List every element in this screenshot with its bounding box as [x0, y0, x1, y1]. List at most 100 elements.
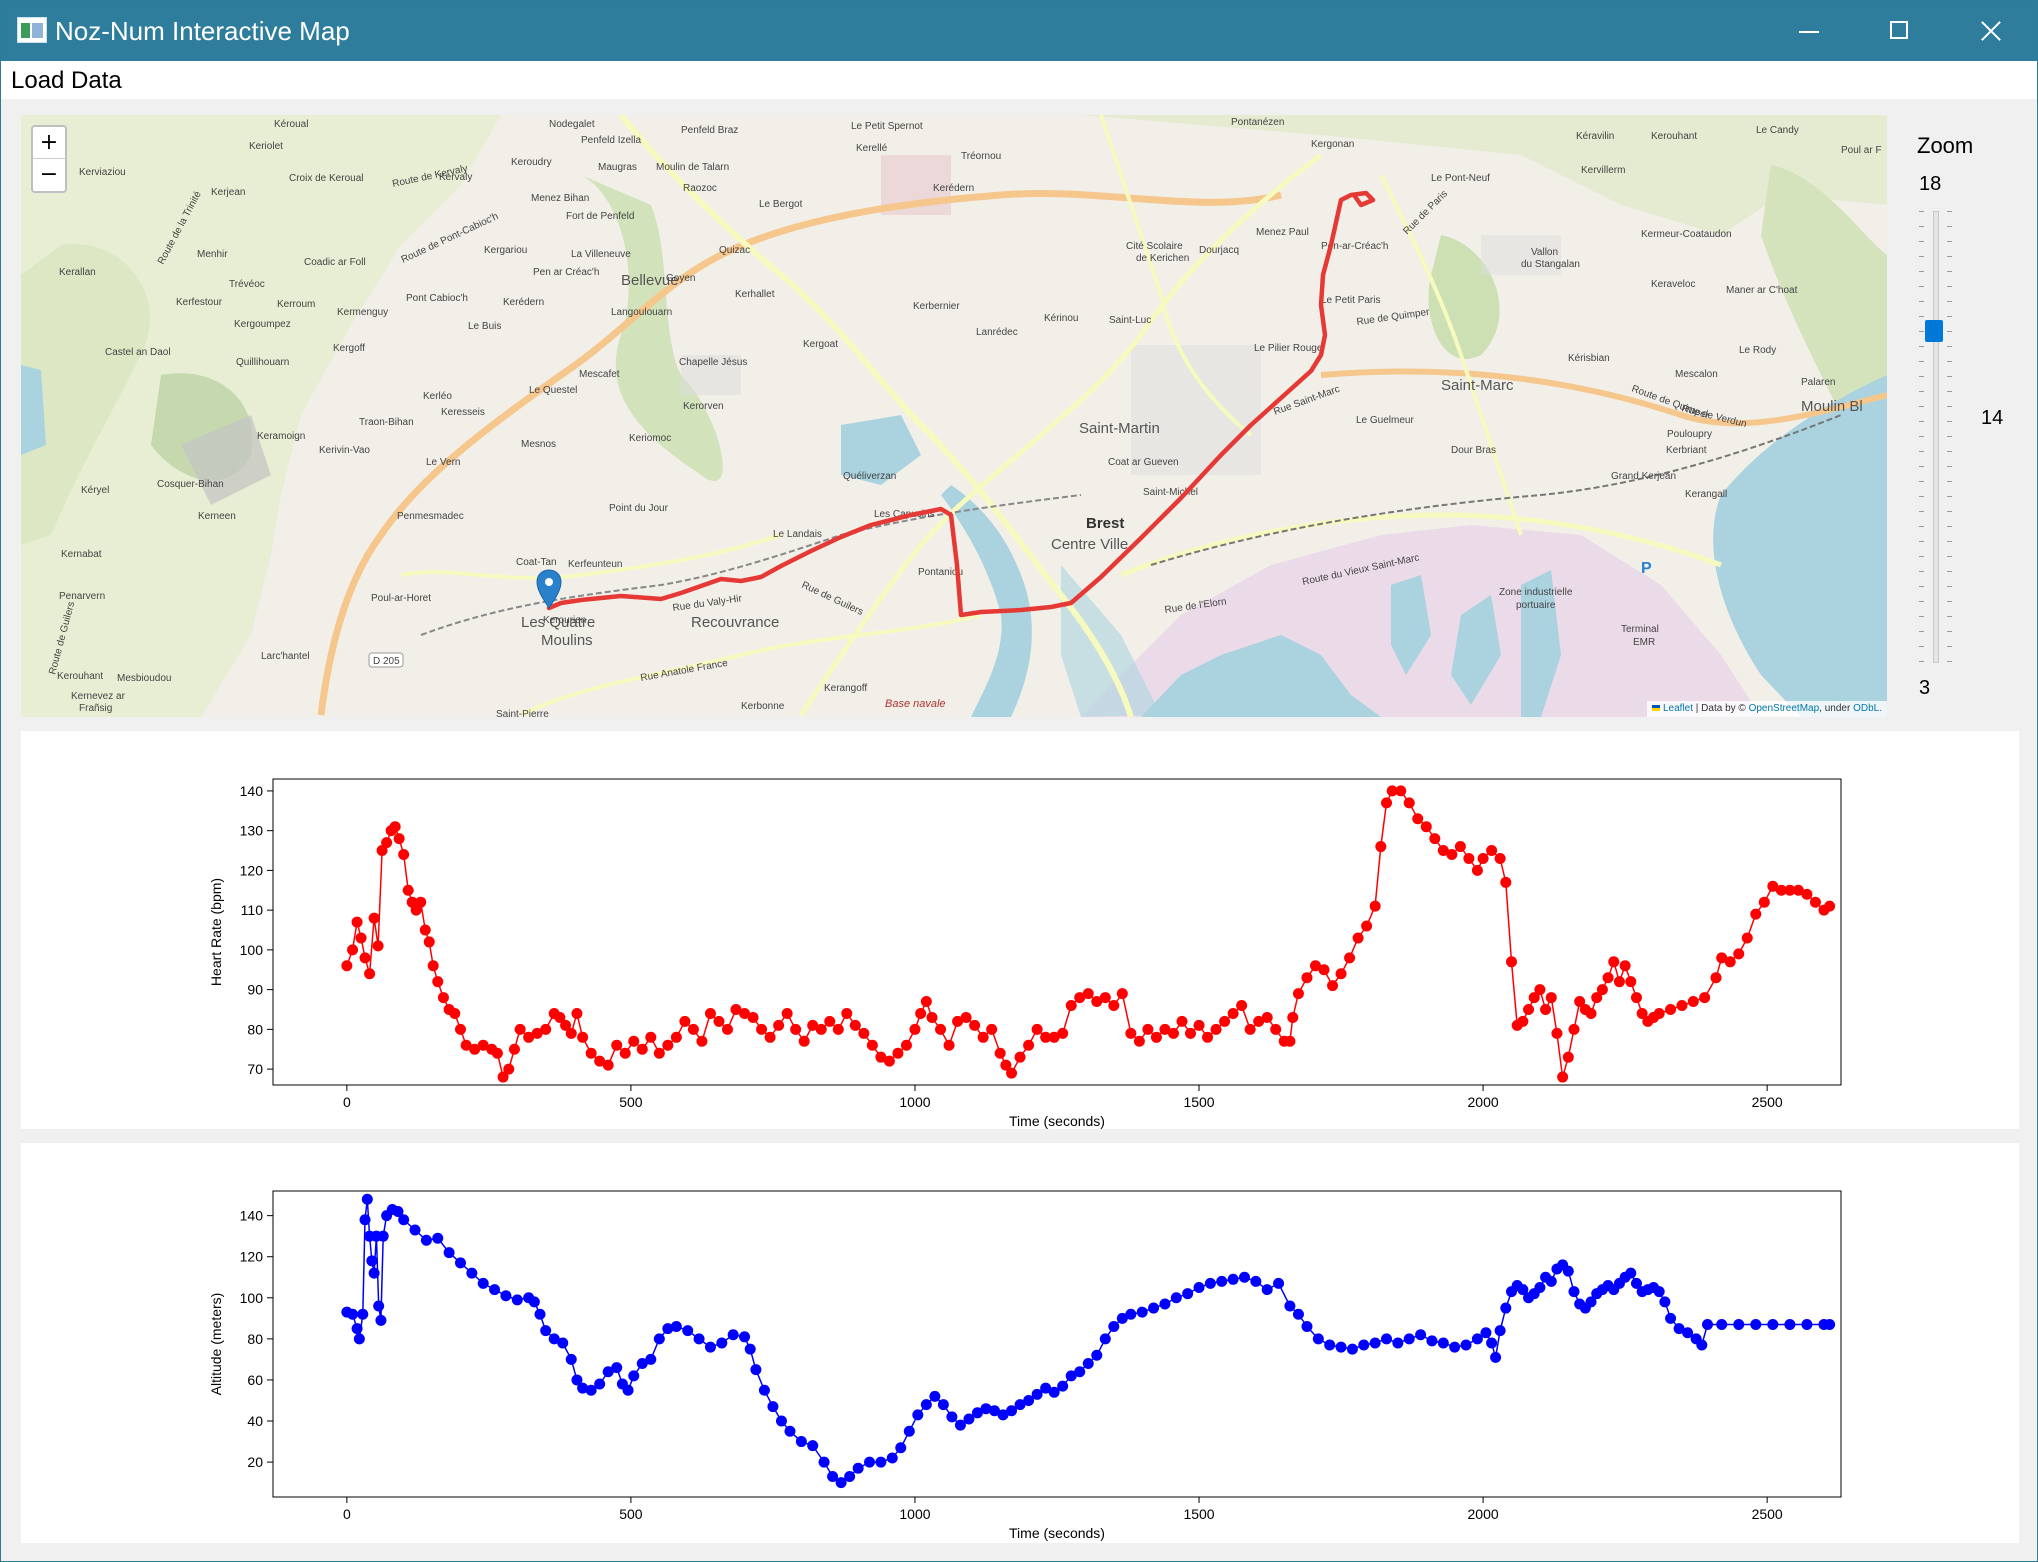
- heart-rate-data-point: [841, 1007, 853, 1019]
- heart-rate-data-point: [1429, 833, 1441, 845]
- svg-text:Le Bergot: Le Bergot: [759, 199, 803, 210]
- zoom-out-button[interactable]: −: [39, 162, 59, 187]
- heart-rate-y-tick-label: 70: [247, 1061, 263, 1077]
- heart-rate-data-point: [969, 1019, 981, 1031]
- app-map-icon: [17, 17, 47, 43]
- zoom-tick: [1919, 601, 1924, 602]
- heart-rate-y-tick-label: 80: [247, 1021, 263, 1037]
- zoom-tick: [1919, 496, 1924, 497]
- zoom-tick: [1947, 631, 1952, 632]
- svg-text:Kérinou: Kérinou: [1044, 313, 1078, 324]
- heart-rate-x-tick-label: 1000: [899, 1094, 930, 1110]
- altitude-data-point: [571, 1374, 583, 1386]
- heart-rate-data-point: [915, 1007, 927, 1019]
- svg-text:Le Candy: Le Candy: [1756, 125, 1799, 136]
- title-bar[interactable]: Noz-Num Interactive Map: [1, 1, 2037, 61]
- svg-text:P: P: [1641, 560, 1652, 577]
- heart-rate-data-point: [943, 1039, 955, 1051]
- altitude-data-point: [1682, 1327, 1694, 1339]
- svg-text:Nodegalet: Nodegalet: [549, 119, 595, 130]
- start-location-marker-icon[interactable]: [536, 569, 562, 609]
- altitude-data-point: [929, 1390, 941, 1402]
- gps-track-line: [546, 190, 1376, 618]
- zoom-in-button[interactable]: +: [33, 127, 65, 159]
- zoom-slider-handle[interactable]: [1925, 320, 1943, 342]
- altitude-data-point: [716, 1337, 728, 1349]
- heart-rate-data-point: [1082, 988, 1094, 1000]
- zoom-tick: [1947, 256, 1952, 257]
- heart-rate-data-point: [1710, 972, 1722, 984]
- heart-rate-data-point: [875, 1051, 887, 1063]
- svg-text:Mesnos: Mesnos: [521, 439, 556, 450]
- zoom-min-label: 3: [1919, 677, 1931, 699]
- minimize-button[interactable]: [1763, 1, 1855, 61]
- altitude-data-point: [1494, 1325, 1506, 1337]
- load-data-menu-item[interactable]: Load Data: [11, 67, 122, 94]
- altitude-data-point: [540, 1325, 552, 1337]
- heart-rate-data-point: [341, 960, 353, 972]
- maximize-button[interactable]: [1853, 1, 1945, 61]
- zoom-tick: [1947, 391, 1952, 392]
- heart-rate-data-point: [1517, 1015, 1529, 1027]
- odbl-link[interactable]: ODbL.: [1853, 703, 1882, 714]
- zoom-tick: [1947, 661, 1952, 662]
- zoom-tick: [1919, 616, 1924, 617]
- zoom-tick: [1947, 316, 1952, 317]
- zoom-slider-track[interactable]: [1933, 211, 1939, 663]
- heart-rate-data-point: [952, 1015, 964, 1027]
- heart-rate-data-point: [920, 996, 932, 1008]
- heart-rate-data-point: [1301, 972, 1313, 984]
- heart-rate-data-point: [721, 1023, 733, 1035]
- svg-text:Kergariou: Kergariou: [484, 245, 527, 256]
- altitude-data-point: [1031, 1388, 1043, 1400]
- leaflet-link[interactable]: Leaflet: [1662, 703, 1694, 714]
- altitude-data-point: [1480, 1327, 1492, 1339]
- svg-text:Mesbioudou: Mesbioudou: [117, 673, 171, 684]
- zoom-tick: [1947, 526, 1952, 527]
- altitude-data-point: [534, 1308, 546, 1320]
- altitude-y-tick-label: 20: [247, 1454, 263, 1470]
- heart-rate-data-point: [909, 1023, 921, 1035]
- heart-rate-data-point: [1792, 884, 1804, 896]
- heart-rate-data-point: [815, 1023, 827, 1035]
- svg-text:Keriolet: Keriolet: [249, 141, 283, 152]
- openstreetmap-link[interactable]: OpenStreetMap: [1748, 703, 1820, 714]
- altitude-data-point: [653, 1333, 665, 1345]
- svg-text:Dour Bras: Dour Bras: [1451, 445, 1496, 456]
- heart-rate-data-point: [1545, 992, 1557, 1004]
- altitude-data-point: [1125, 1308, 1137, 1320]
- heart-rate-data-point: [1775, 884, 1787, 896]
- svg-text:Cité Scolaire: Cité Scolaire: [1126, 241, 1183, 252]
- altitude-x-tick-label: 0: [343, 1506, 351, 1522]
- heart-rate-data-point: [602, 1059, 614, 1071]
- altitude-data-point: [1116, 1312, 1128, 1324]
- heart-rate-data-point: [1758, 896, 1770, 908]
- heart-rate-data-point: [662, 1039, 674, 1051]
- map-view[interactable]: Saint-Martin Saint-Marc Bellevue Moulin …: [21, 115, 1887, 717]
- altitude-data-point: [1392, 1337, 1404, 1349]
- heart-rate-data-point: [926, 1011, 938, 1023]
- altitude-data-point: [1238, 1271, 1250, 1283]
- altitude-data-point: [377, 1230, 389, 1242]
- zoom-tick: [1919, 256, 1924, 257]
- altitude-data-point: [980, 1403, 992, 1415]
- altitude-data-point: [1057, 1380, 1069, 1392]
- close-button[interactable]: [1945, 1, 2037, 61]
- svg-text:portuaire: portuaire: [1516, 600, 1556, 611]
- altitude-data-point: [1108, 1321, 1120, 1333]
- altitude-data-point: [1568, 1286, 1580, 1298]
- svg-text:Zone industrielle: Zone industrielle: [1499, 587, 1573, 598]
- heart-rate-data-point: [449, 1007, 461, 1019]
- altitude-data-point: [1170, 1292, 1182, 1304]
- heart-rate-data-point: [497, 1071, 509, 1083]
- heart-rate-data-point: [687, 1023, 699, 1035]
- svg-text:Kerléo: Kerléo: [423, 391, 452, 402]
- altitude-data-point: [1312, 1333, 1324, 1345]
- altitude-x-axis-label: Time (seconds): [1009, 1525, 1105, 1541]
- svg-text:Coat ar Gueven: Coat ar Gueven: [1108, 457, 1179, 468]
- altitude-data-point: [1490, 1351, 1502, 1363]
- altitude-data-point: [727, 1329, 739, 1341]
- heart-rate-data-point: [1403, 797, 1415, 809]
- svg-text:Kerviaziou: Kerviaziou: [79, 167, 126, 178]
- heart-rate-data-point: [1477, 852, 1489, 864]
